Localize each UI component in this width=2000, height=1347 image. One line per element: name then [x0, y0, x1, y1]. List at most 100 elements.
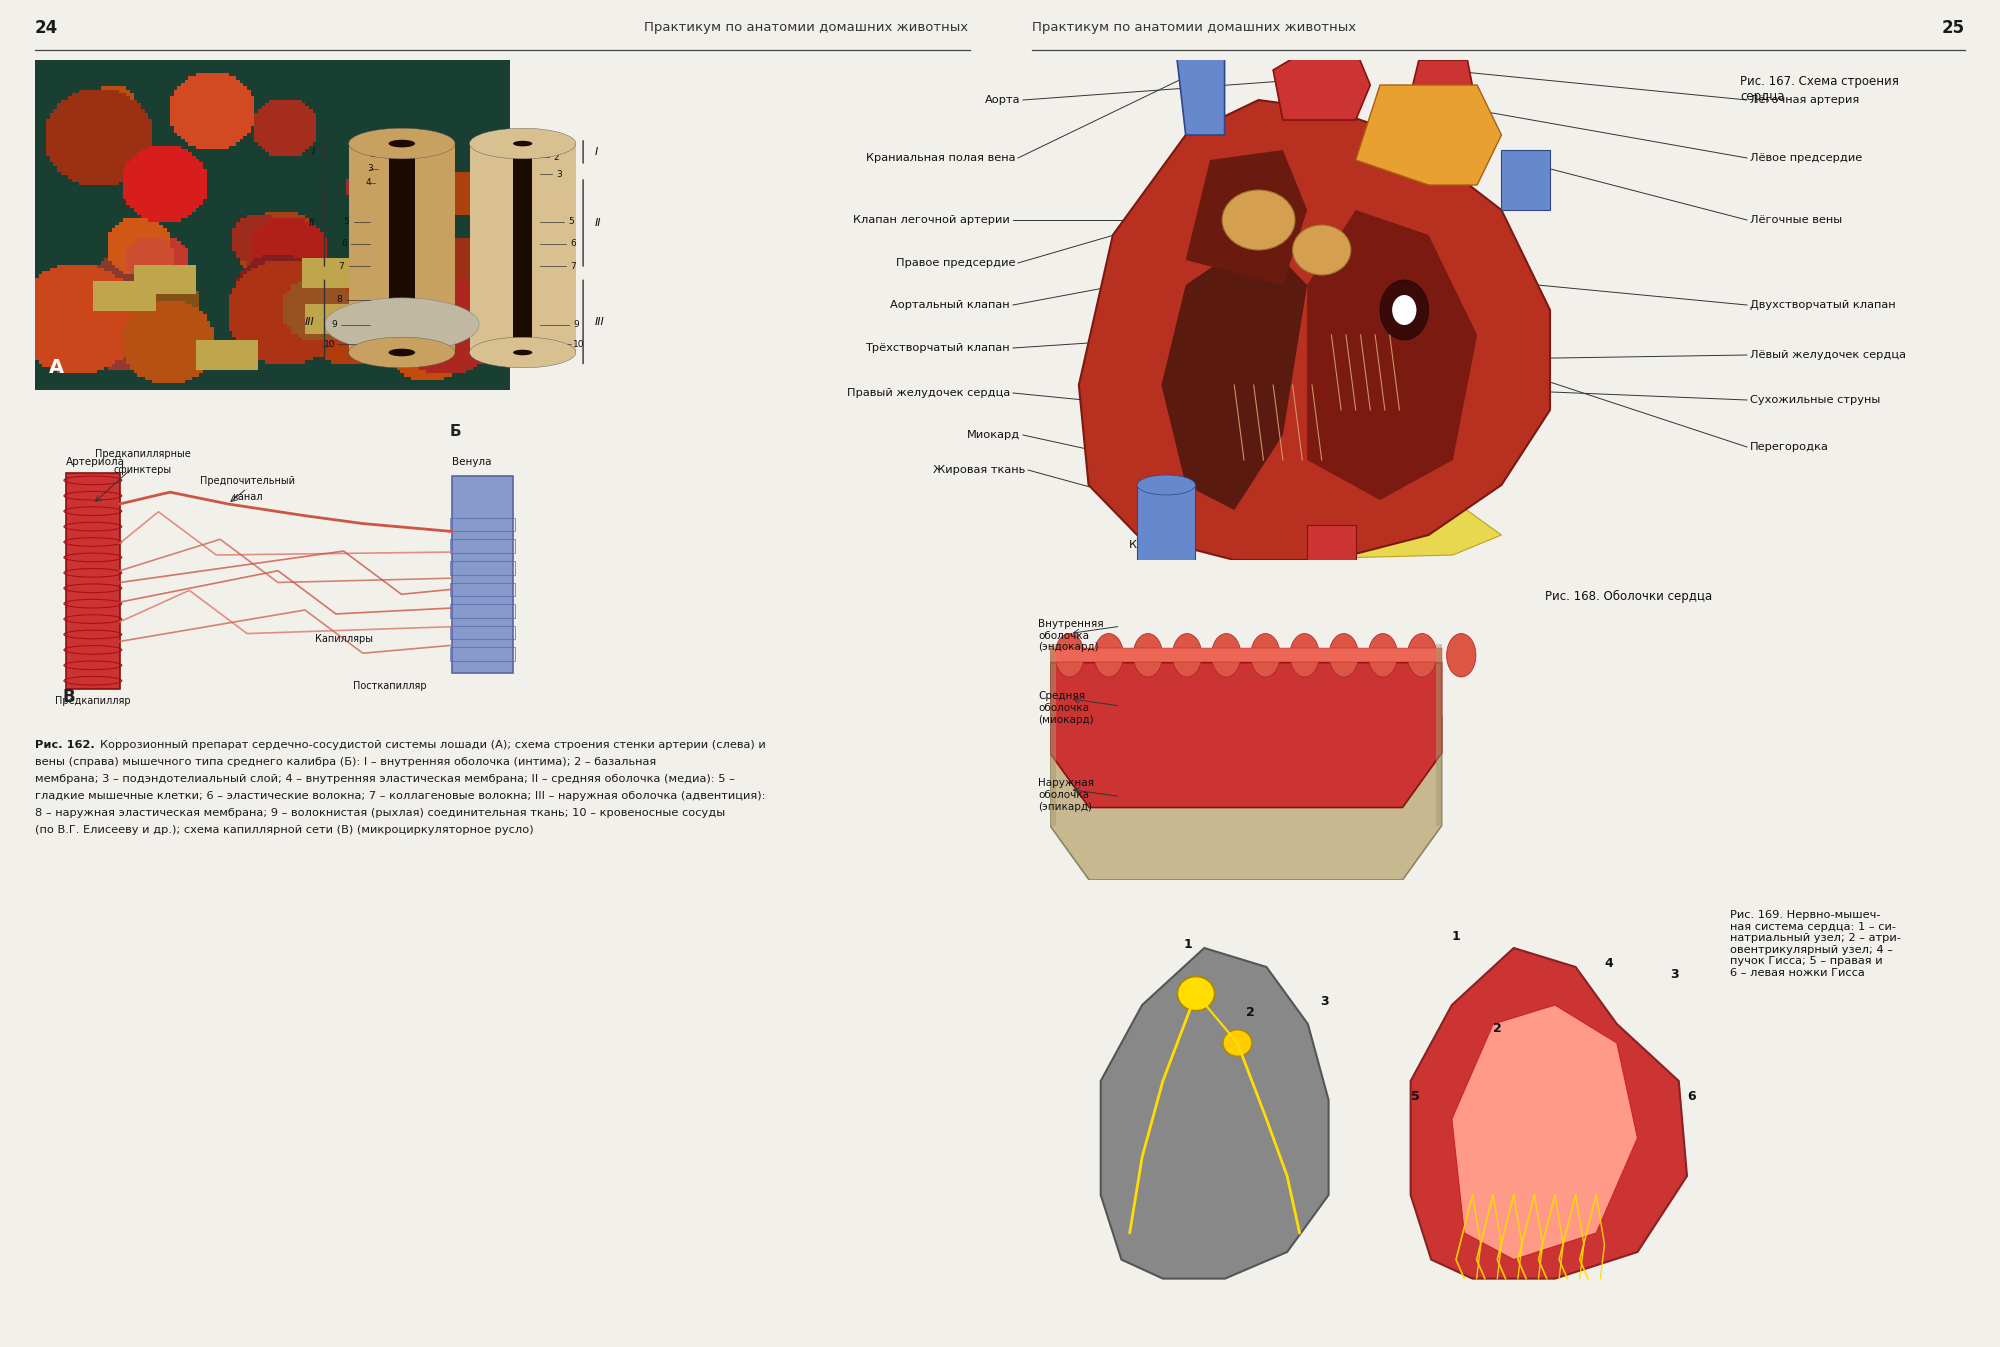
Text: III: III	[596, 317, 604, 327]
Text: II: II	[596, 218, 602, 228]
Text: Наружная
оболочка
(эпикард): Наружная оболочка (эпикард)	[1038, 779, 1094, 812]
Bar	[1050, 644, 1056, 826]
Bar	[450, 626, 516, 640]
Polygon shape	[1162, 485, 1502, 560]
Text: Коррозионный препарат сердечно-сосудистой системы лошади (А); схема строения сте: Коррозионный препарат сердечно-сосудисто…	[100, 740, 766, 750]
Bar	[66, 473, 120, 688]
Bar	[512, 144, 532, 353]
Bar	[388, 144, 416, 353]
Ellipse shape	[512, 141, 532, 147]
Text: 6: 6	[570, 240, 576, 248]
Polygon shape	[1274, 50, 1370, 120]
Ellipse shape	[512, 350, 532, 356]
Ellipse shape	[1380, 280, 1428, 339]
Ellipse shape	[1222, 190, 1296, 251]
Ellipse shape	[1250, 633, 1280, 678]
Bar	[452, 477, 514, 674]
Ellipse shape	[1292, 225, 1350, 275]
Ellipse shape	[504, 348, 542, 358]
Text: Б: Б	[450, 424, 460, 439]
Text: 1: 1	[374, 136, 380, 145]
Bar	[1436, 644, 1442, 826]
Ellipse shape	[470, 337, 576, 368]
Ellipse shape	[512, 141, 532, 147]
Text: Посткапилляр: Посткапилляр	[354, 680, 426, 691]
Polygon shape	[1410, 948, 1688, 1278]
Polygon shape	[1186, 150, 1308, 286]
Text: Правый желудочек сердца: Правый желудочек сердца	[846, 388, 1010, 397]
Ellipse shape	[480, 131, 566, 156]
Text: Двухстворчатый клапан: Двухстворчатый клапан	[1750, 300, 1896, 310]
Ellipse shape	[1446, 633, 1476, 678]
Ellipse shape	[388, 140, 416, 147]
Polygon shape	[1050, 663, 1442, 807]
Ellipse shape	[1290, 633, 1320, 678]
Text: Лёгочные вены: Лёгочные вены	[1750, 216, 1842, 225]
Ellipse shape	[1212, 633, 1240, 678]
Bar	[348, 144, 456, 353]
Text: 25: 25	[1942, 19, 1964, 36]
Text: А: А	[50, 358, 64, 377]
Ellipse shape	[504, 137, 542, 150]
Text: Венула: Венула	[452, 457, 492, 467]
Ellipse shape	[358, 339, 446, 365]
Ellipse shape	[1408, 633, 1436, 678]
Text: Аорта: Аорта	[984, 96, 1020, 105]
Text: 10: 10	[572, 339, 584, 349]
Circle shape	[1222, 1029, 1252, 1056]
Text: 4: 4	[1604, 956, 1614, 970]
Text: канал: канал	[232, 492, 262, 502]
Text: 6: 6	[1688, 1090, 1696, 1103]
Ellipse shape	[1330, 633, 1358, 678]
Polygon shape	[1050, 717, 1442, 880]
Text: Жировая ткань: Жировая ткань	[932, 465, 1024, 475]
Bar	[358, 144, 446, 353]
Ellipse shape	[378, 346, 426, 360]
Text: III: III	[306, 317, 314, 327]
Bar	[492, 144, 554, 353]
Text: (по В.Г. Елисееву и др.); схема капиллярной сети (В) (микроциркуляторное русло): (по В.Г. Елисееву и др.); схема капилляр…	[36, 824, 534, 835]
Text: II: II	[308, 218, 314, 228]
Polygon shape	[1078, 100, 1550, 560]
Bar	[368, 144, 436, 353]
Text: Артериола: Артериола	[66, 457, 124, 467]
Text: Рис. 162.: Рис. 162.	[36, 740, 94, 750]
Bar	[450, 517, 516, 532]
Text: 3: 3	[1320, 995, 1328, 1008]
Text: Рис. 169. Нервно-мышеч-
ная система сердца: 1 – си-
натриальный узел; 2 – атри-
: Рис. 169. Нервно-мышеч- ная система серд…	[1730, 911, 1900, 978]
Text: 6: 6	[340, 240, 346, 248]
Text: I: I	[312, 147, 314, 158]
Ellipse shape	[324, 298, 480, 352]
Bar	[450, 582, 516, 597]
Text: Каудальная полая вена: Каудальная полая вена	[1128, 540, 1272, 550]
Polygon shape	[1162, 234, 1308, 511]
Ellipse shape	[470, 128, 576, 159]
Polygon shape	[1404, 61, 1478, 135]
Text: Клапан легочной артерии: Клапан легочной артерии	[854, 216, 1010, 225]
Bar	[378, 144, 426, 353]
Text: Предкапилляр: Предкапилляр	[56, 696, 130, 706]
Ellipse shape	[480, 339, 566, 365]
Ellipse shape	[512, 350, 532, 356]
Ellipse shape	[368, 133, 436, 154]
Bar	[1138, 485, 1196, 585]
Text: Миокард: Миокард	[966, 430, 1020, 440]
Bar	[450, 603, 516, 618]
Bar	[470, 144, 576, 353]
Text: 1: 1	[1184, 938, 1192, 951]
Text: 3: 3	[556, 170, 562, 179]
Bar	[1050, 648, 1442, 663]
Text: 9: 9	[332, 321, 338, 329]
Polygon shape	[1356, 85, 1502, 185]
Text: Практикум по анатомии домашних животных: Практикум по анатомии домашних животных	[644, 22, 968, 35]
Polygon shape	[1100, 948, 1328, 1278]
Text: Рис. 167. Схема строения
сердца: Рис. 167. Схема строения сердца	[1740, 75, 1898, 102]
Bar	[1502, 150, 1550, 210]
Ellipse shape	[388, 349, 416, 357]
Text: 3: 3	[1670, 968, 1680, 982]
Ellipse shape	[1054, 633, 1084, 678]
Text: вены (справа) мышечного типа среднего калибра (Б): I – внутренняя оболочка (инти: вены (справа) мышечного типа среднего ка…	[36, 757, 656, 766]
Text: Трёхстворчатый клапан: Трёхстворчатый клапан	[866, 343, 1010, 353]
Ellipse shape	[388, 140, 416, 147]
Bar	[450, 560, 516, 575]
